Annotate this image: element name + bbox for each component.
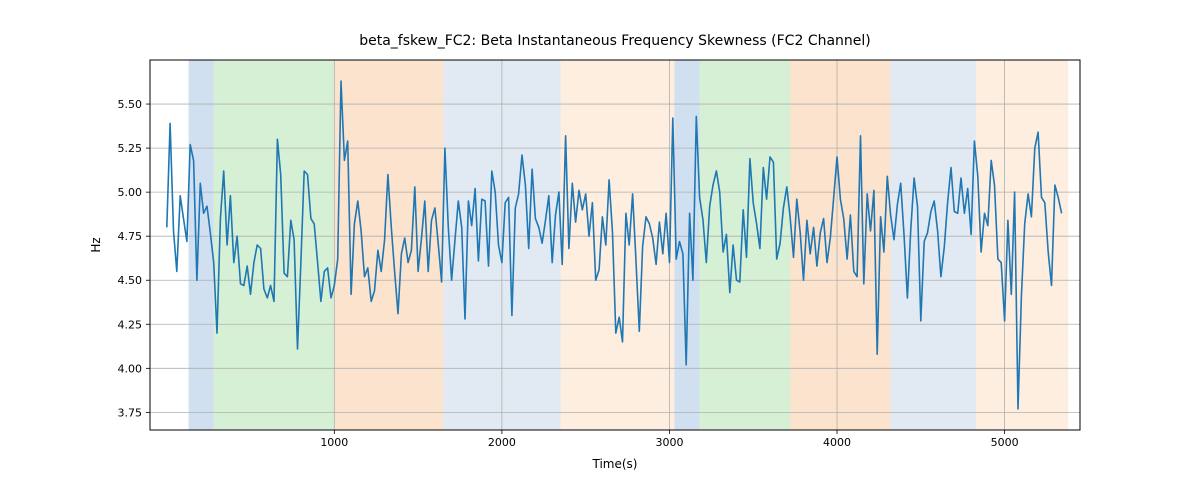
y-tick-label: 4.50 <box>118 274 143 287</box>
plot-area: 1000 2000 3000 4000 5000 3.75 4.00 4.25 4.50 4.75… <box>118 60 1081 449</box>
y-tick-label: 5.50 <box>118 98 143 111</box>
span-region <box>976 60 1068 430</box>
x-tick-label: 4000 <box>823 436 851 449</box>
x-tick-label: 2000 <box>488 436 516 449</box>
y-axis-label: Hz <box>89 237 103 252</box>
y-tick-label: 5.00 <box>118 186 143 199</box>
line-chart: beta_fskew_FC2: Beta Instantaneous Frequ… <box>0 0 1200 500</box>
x-tick-label: 1000 <box>320 436 348 449</box>
x-tick-label: 3000 <box>655 436 683 449</box>
chart-title: beta_fskew_FC2: Beta Instantaneous Frequ… <box>359 33 871 49</box>
y-tick-label: 4.75 <box>118 230 143 243</box>
y-tick-label: 3.75 <box>118 406 143 419</box>
y-tick-label: 4.00 <box>118 362 143 375</box>
span-region <box>891 60 976 430</box>
x-axis-label: Time(s) <box>592 457 638 471</box>
x-tick-label: 5000 <box>991 436 1019 449</box>
y-tick-label: 5.25 <box>118 142 143 155</box>
y-tick-label: 4.25 <box>118 318 143 331</box>
span-region <box>189 60 214 430</box>
chart-container: beta_fskew_FC2: Beta Instantaneous Frequ… <box>0 0 1200 500</box>
